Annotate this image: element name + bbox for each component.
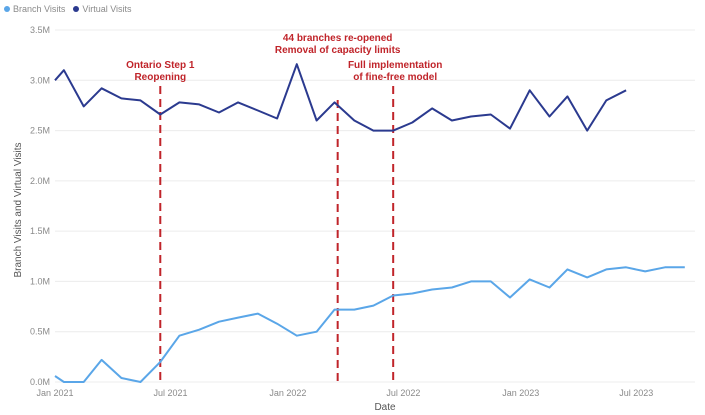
- y-axis-ticks: 0.0M 0.5M 1.0M 1.5M 2.0M 2.5M 3.0M 3.5M: [30, 25, 50, 387]
- annotation-label: of fine-free model: [353, 72, 437, 83]
- gridlines: [55, 29, 695, 383]
- x-tick-label: Jan 2022: [269, 388, 306, 398]
- annotation-label: Reopening: [134, 72, 186, 83]
- annotation-label: 44 branches re-opened: [283, 33, 392, 44]
- y-tick-label: 0.0M: [30, 377, 50, 387]
- legend-marker-branch: [4, 6, 10, 12]
- x-tick-label: Jul 2023: [619, 388, 653, 398]
- series-line-virtual-visits: [54, 63, 627, 132]
- legend: Branch Visits Virtual Visits: [4, 4, 132, 14]
- y-tick-label: 0.5M: [30, 327, 50, 337]
- legend-label-branch: Branch Visits: [13, 4, 66, 14]
- x-axis-title: Date: [374, 402, 396, 413]
- x-tick-label: Jan 2021: [36, 388, 73, 398]
- y-tick-label: 3.0M: [30, 75, 50, 85]
- legend-item-virtual[interactable]: Virtual Visits: [73, 4, 132, 14]
- y-tick-label: 1.0M: [30, 276, 50, 286]
- y-tick-label: 3.5M: [30, 25, 50, 35]
- legend-marker-virtual: [73, 6, 80, 12]
- legend-item-branch[interactable]: Branch Visits: [4, 4, 65, 14]
- annotation-label: Removal of capacity limits: [275, 45, 401, 56]
- y-axis-title: Branch Visits and Virtual Visits: [13, 142, 24, 277]
- series-line-branch-visits: [54, 266, 685, 383]
- x-tick-label: Jul 2022: [386, 388, 420, 398]
- y-tick-label: 1.5M: [30, 226, 50, 236]
- y-tick-label: 2.0M: [30, 176, 50, 186]
- annotation-label: Ontario Step 1: [126, 60, 195, 71]
- annotation-label: Full implementation: [348, 60, 442, 71]
- series-lines: [54, 63, 685, 383]
- x-axis-ticks: Jan 2021 Jul 2021 Jan 2022 Jul 2022 Jan 2023…: [36, 388, 653, 398]
- y-tick-label: 2.5M: [30, 126, 50, 136]
- x-tick-label: Jan 2023: [502, 388, 539, 398]
- legend-label-virtual: Virtual Visits: [82, 4, 132, 14]
- x-tick-label: Jul 2021: [153, 388, 187, 398]
